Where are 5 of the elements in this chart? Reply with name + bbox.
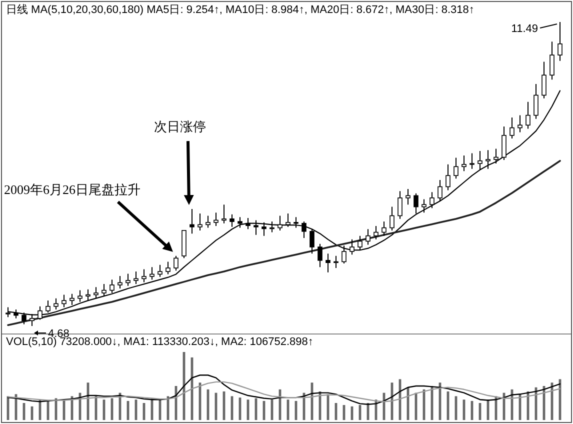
chart-title: VOL(5,10) 73208.000↓, MA1: 113330.203↓, MA2: 106752.898↑ xyxy=(6,336,314,348)
chart-title: 日线 MA(5,10,20,30,60,180) MA5日: 9.254↑, MA10日: 8.984↑, MA20日: 8.672↑, MA30日: 8.318↑ xyxy=(6,3,474,16)
annotation: 次日涨停 xyxy=(154,119,206,134)
annotation: 11.49 xyxy=(511,23,538,35)
annotation: 2009年6月26日尾盘拉升 xyxy=(4,182,140,197)
